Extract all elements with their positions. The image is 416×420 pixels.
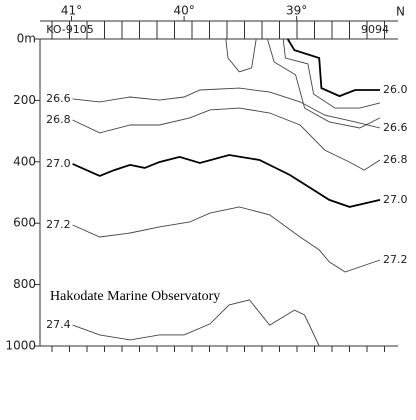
contour-label: 27.0 bbox=[383, 193, 408, 206]
contour-line bbox=[72, 299, 320, 347]
contour-line bbox=[72, 107, 381, 171]
contour-line bbox=[72, 154, 381, 208]
station-label: 9094 bbox=[361, 23, 389, 36]
contour-label: 27.4 bbox=[46, 318, 71, 331]
y-tick-label: 1000 bbox=[5, 339, 36, 353]
x-tick-label: 39° bbox=[286, 4, 307, 18]
contour-label: 27.2 bbox=[383, 253, 408, 266]
contour-label: 27.2 bbox=[46, 218, 71, 231]
annotation: Hakodate Marine Observatory bbox=[50, 289, 220, 304]
contour-line bbox=[225, 38, 257, 73]
y-tick-label: 400 bbox=[13, 154, 36, 168]
axis-unit: N bbox=[396, 5, 405, 19]
contour-line bbox=[282, 38, 381, 109]
x-tick-label: 41° bbox=[61, 4, 82, 18]
y-tick-label: 600 bbox=[13, 216, 36, 230]
contour-label: 27.0 bbox=[46, 157, 71, 170]
contour-line bbox=[286, 38, 380, 98]
contour-label: 26.6 bbox=[383, 121, 408, 134]
y-tick-label: 0m bbox=[17, 32, 36, 46]
contour-label: 26.6 bbox=[46, 92, 71, 105]
contour-label: 26.8 bbox=[383, 153, 408, 166]
contour-label: 26.0 bbox=[383, 83, 408, 96]
contour-label: 26.8 bbox=[46, 113, 71, 126]
frame bbox=[39, 20, 398, 347]
contour-line bbox=[72, 206, 381, 273]
y-tick-label: 200 bbox=[13, 93, 36, 107]
x-tick-label: 40° bbox=[173, 4, 194, 18]
contour-line bbox=[266, 38, 381, 129]
contour-line bbox=[72, 87, 381, 129]
y-tick-label: 800 bbox=[13, 277, 36, 291]
